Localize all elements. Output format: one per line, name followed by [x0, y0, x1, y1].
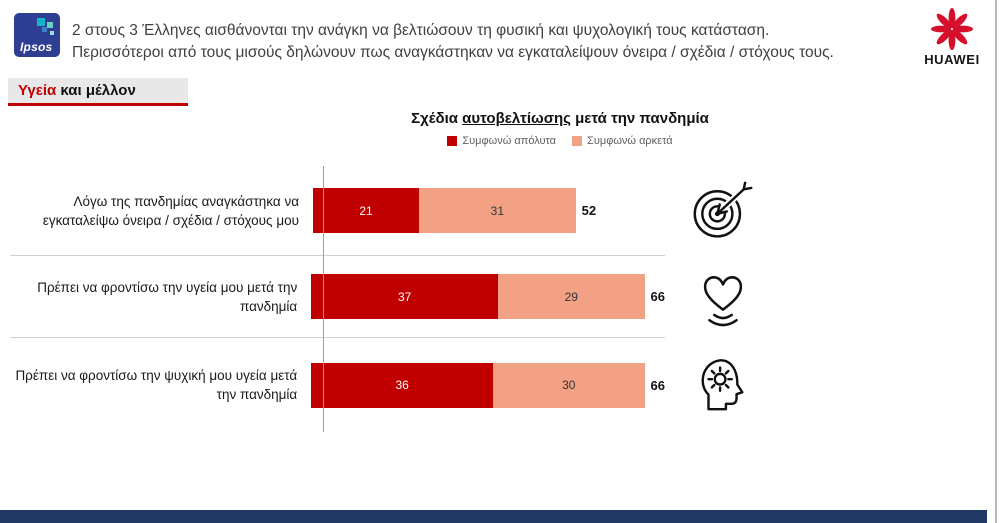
- legend-label: Συμφωνώ αρκετά: [587, 135, 673, 147]
- section-title-rest: και μέλλον: [56, 82, 136, 99]
- bar-total-label: 52: [581, 203, 597, 218]
- ipsos-pattern-square: [37, 18, 45, 26]
- y-axis-line: [323, 166, 324, 432]
- legend-swatch-red: [447, 136, 458, 146]
- chart-title: Σχέδια αυτοβελτίωσης μετά την πανδημία: [360, 110, 760, 127]
- ipsos-pattern-square: [50, 31, 54, 35]
- bar-segment-agree-somewhat: 30: [493, 362, 645, 408]
- legend-label: Συμφωνώ απόλυτα: [462, 135, 557, 147]
- chart-title-underlined: αυτοβελτίωσης: [462, 110, 571, 127]
- bar-dreams: 21 31 52: [313, 188, 596, 233]
- stacked-bar-chart: Λόγω της πανδημίας αναγκάστηκα να εγκατα…: [10, 166, 790, 432]
- chart-row-main: Πρέπει να φροντίσω την υγεία μου μετά τη…: [10, 256, 665, 338]
- category-label: Πρέπει να φροντίσω την υγεία μου μετά τη…: [37, 279, 298, 314]
- chart-row-mental-health: Πρέπει να φροντίσω την ψυχική μου υγεία …: [10, 338, 790, 432]
- mindfulness-head-icon: [675, 338, 771, 432]
- slide-right-border: [995, 0, 997, 523]
- bar-segment-agree-strongly: 36: [311, 362, 494, 408]
- ipsos-logo-text: Ipsos: [20, 40, 53, 54]
- bar-total-label: 66: [650, 289, 665, 304]
- strong-heart-icon: [675, 256, 771, 338]
- huawei-logo-text: HUAWEI: [924, 52, 980, 67]
- ipsos-pattern-square: [42, 27, 47, 32]
- headline-line2: Περισσότεροι από τους μισούς δηλώνουν πω…: [72, 43, 834, 61]
- bar-segment-agree-strongly: 21: [313, 188, 420, 233]
- bar-segment-agree-somewhat: 31: [419, 188, 576, 233]
- target-dart-icon: [675, 166, 771, 256]
- bar-mental-health: 36 30 66: [311, 362, 665, 408]
- headline: 2 στους 3 Έλληνες αισθάνονται την ανάγκη…: [72, 20, 902, 63]
- legend-item-agree-strongly: Συμφωνώ απόλυτα: [447, 135, 556, 147]
- ipsos-pattern-square: [47, 22, 53, 28]
- bar-health: 37 29 66: [311, 274, 665, 319]
- chart-title-post: μετά την πανδημία: [570, 110, 709, 127]
- huawei-logo: HUAWEI: [920, 8, 984, 67]
- chart-row-main: Λόγω της πανδημίας αναγκάστηκα να εγκατα…: [10, 166, 665, 256]
- footer-accent-bar: [0, 510, 987, 523]
- huawei-flower-icon: [929, 8, 975, 54]
- category-label: Πρέπει να φροντίσω την ψυχική μου υγεία …: [15, 368, 298, 402]
- ipsos-logo: Ipsos: [14, 13, 60, 57]
- chart-row-dreams: Λόγω της πανδημίας αναγκάστηκα να εγκατα…: [10, 166, 790, 256]
- legend-item-agree-somewhat: Συμφωνώ αρκετά: [572, 135, 673, 147]
- chart-row-health: Πρέπει να φροντίσω την υγεία μου μετά τη…: [10, 256, 790, 338]
- chart-legend: Συμφωνώ απόλυτα Συμφωνώ αρκετά: [360, 135, 760, 147]
- chart-row-main: Πρέπει να φροντίσω την ψυχική μου υγεία …: [10, 338, 665, 432]
- headline-line1: 2 στους 3 Έλληνες αισθάνονται την ανάγκη…: [72, 22, 770, 39]
- bar-total-label: 66: [650, 377, 665, 393]
- section-title-red: Υγεία: [18, 82, 57, 99]
- section-title: Υγεία και μέλλον: [8, 78, 188, 106]
- bar-segment-agree-strongly: 37: [311, 274, 499, 319]
- chart-title-pre: Σχέδια: [411, 110, 463, 127]
- bar-segment-agree-somewhat: 29: [498, 274, 645, 319]
- legend-swatch-salmon: [572, 136, 583, 146]
- category-label: Λόγω της πανδημίας αναγκάστηκα να εγκατα…: [42, 193, 299, 228]
